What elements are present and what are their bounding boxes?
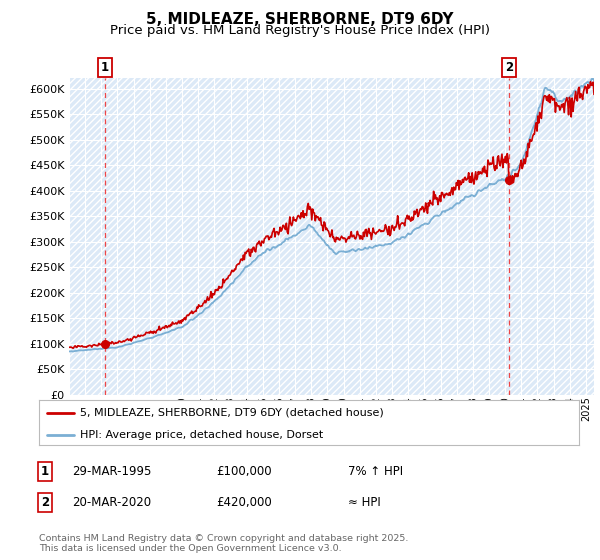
Text: 2: 2 <box>505 61 513 74</box>
Text: 7% ↑ HPI: 7% ↑ HPI <box>348 465 403 478</box>
Text: ≈ HPI: ≈ HPI <box>348 496 381 509</box>
Text: HPI: Average price, detached house, Dorset: HPI: Average price, detached house, Dors… <box>79 430 323 440</box>
Text: 5, MIDLEAZE, SHERBORNE, DT9 6DY: 5, MIDLEAZE, SHERBORNE, DT9 6DY <box>146 12 454 27</box>
Text: 29-MAR-1995: 29-MAR-1995 <box>72 465 151 478</box>
Text: 5, MIDLEAZE, SHERBORNE, DT9 6DY (detached house): 5, MIDLEAZE, SHERBORNE, DT9 6DY (detache… <box>79 408 383 418</box>
Text: Price paid vs. HM Land Registry's House Price Index (HPI): Price paid vs. HM Land Registry's House … <box>110 24 490 36</box>
Text: £100,000: £100,000 <box>216 465 272 478</box>
Text: 1: 1 <box>101 61 109 74</box>
Text: Contains HM Land Registry data © Crown copyright and database right 2025.
This d: Contains HM Land Registry data © Crown c… <box>39 534 409 553</box>
Text: 2: 2 <box>41 496 49 509</box>
Text: 1: 1 <box>41 465 49 478</box>
Text: £420,000: £420,000 <box>216 496 272 509</box>
Text: 20-MAR-2020: 20-MAR-2020 <box>72 496 151 509</box>
